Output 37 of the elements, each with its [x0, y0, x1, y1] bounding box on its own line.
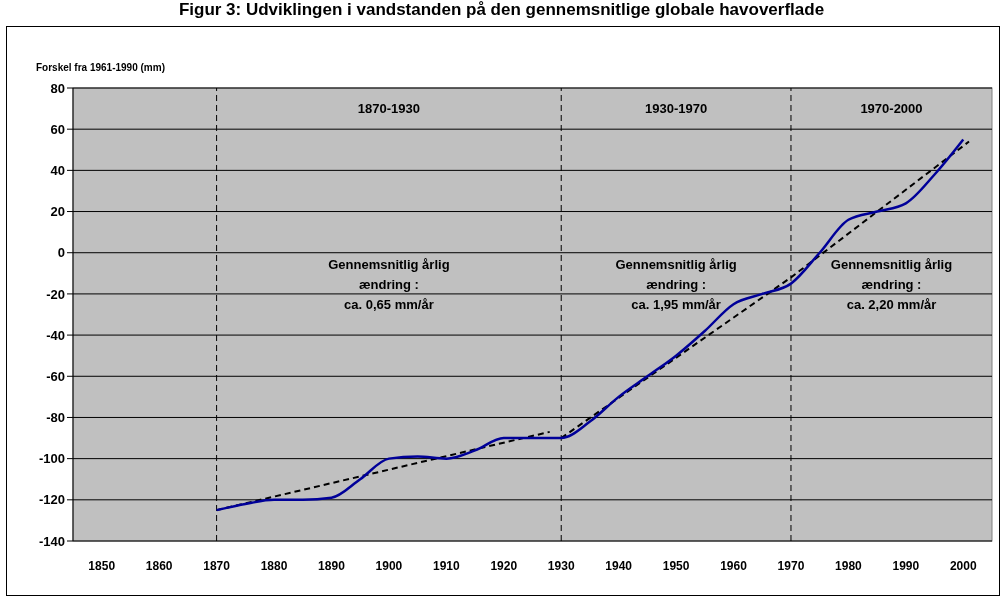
y-tick-label: -60 [46, 368, 65, 384]
x-tick-label: 2000 [949, 558, 977, 573]
y-tick-label: 40 [50, 162, 65, 178]
y-axis-title: Forskel fra 1961-1990 (mm) [36, 62, 165, 73]
x-tick-label: 1990 [892, 558, 920, 573]
annotation: Gennemsnitlig årlig ændring : ca. 2,20 mm/år [830, 256, 953, 312]
x-tick-label: 1920 [490, 558, 518, 573]
annotation: 1930-1970 [645, 101, 708, 117]
x-tick-label: 1980 [835, 558, 863, 573]
x-tick-label: 1900 [375, 558, 403, 573]
y-tick-label: 80 [50, 80, 65, 96]
y-tick-label: -80 [46, 410, 65, 426]
x-tick-label: 1910 [432, 558, 461, 573]
line-series [215, 138, 965, 512]
y-tick-label: 0 [57, 245, 65, 261]
x-tick-label: 1870 [203, 558, 231, 573]
x-tick-label: 1940 [605, 558, 633, 573]
x-tick-label: 1860 [145, 558, 173, 573]
annotation: Gennemsnitlig årlig ændring : ca. 0,65 mm/år [328, 256, 450, 312]
annotation: 1970-2000 [860, 101, 923, 117]
x-tick-label: 1880 [260, 558, 288, 573]
annotation: Gennemsnitlig årlig ændring : ca. 1,95 mm/år [615, 256, 737, 312]
y-tick-label: -40 [46, 327, 65, 343]
x-tick-label: 1890 [318, 558, 346, 573]
x-tick-label: 1930 [547, 558, 575, 573]
x-tick-label: 1950 [662, 558, 690, 573]
annotation: 1870-1930 [357, 101, 420, 117]
y-tick-label: 20 [50, 204, 65, 220]
chart-title: Figur 3: Udviklingen i vandstanden på den gennemsnitlige globale havoverflade [177, 0, 826, 20]
y-tick-label: -100 [38, 451, 65, 467]
y-tick-label: -20 [46, 286, 65, 302]
y-tick-label: -120 [38, 492, 65, 508]
x-tick-label: 1960 [720, 558, 748, 573]
y-tick-label: 60 [50, 121, 65, 137]
x-tick-label: 1850 [88, 558, 116, 573]
y-tick-label: -140 [38, 533, 65, 549]
x-tick-label: 1970 [777, 558, 805, 573]
